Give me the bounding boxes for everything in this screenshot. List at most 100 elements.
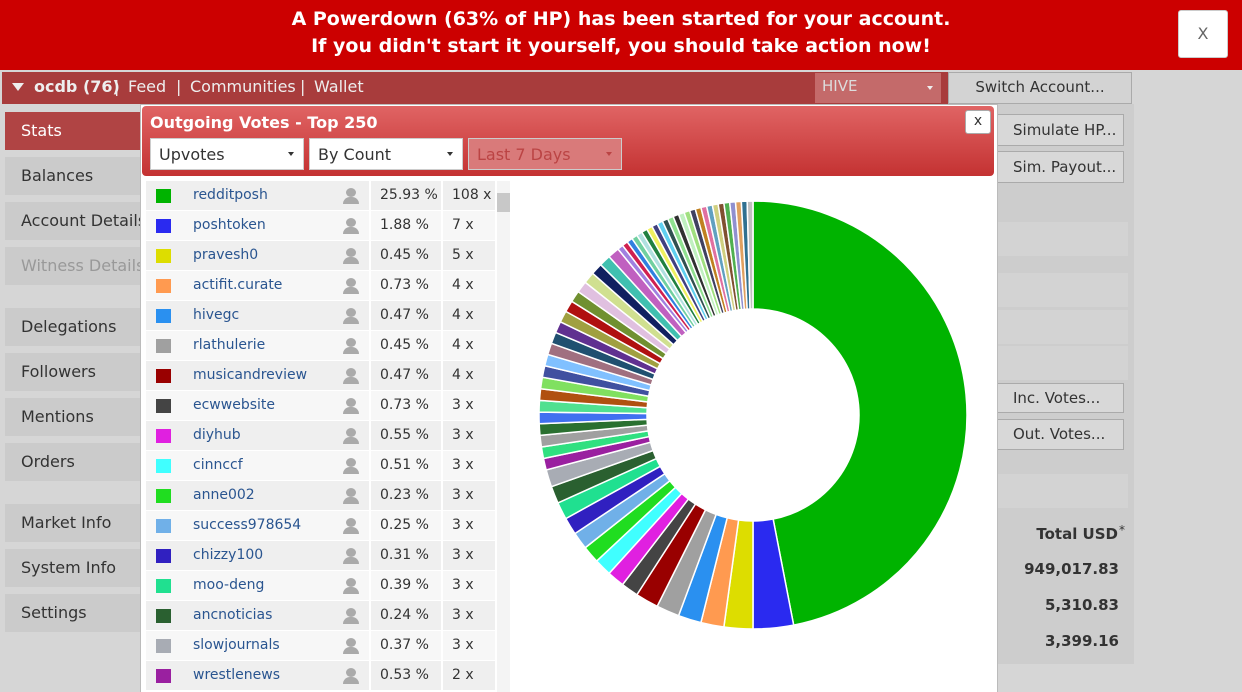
sidebar-item[interactable]: Account Details <box>5 202 146 240</box>
panel-button[interactable]: Out. Votes... <box>990 419 1124 450</box>
profile-icon-head[interactable] <box>346 578 356 587</box>
sidebar-item[interactable]: Followers <box>5 353 145 391</box>
percent: 0.55 % <box>371 421 441 450</box>
voter-name[interactable]: musicandreview <box>184 361 369 390</box>
sidebar-item[interactable]: Orders <box>5 443 145 481</box>
percent: 0.45 % <box>371 331 441 360</box>
currency-select[interactable]: HIVE <box>815 73 941 103</box>
banner-line: If you didn't start it yourself, you sho… <box>311 35 931 57</box>
panel-row <box>998 222 1128 256</box>
voter-name[interactable]: success978654 <box>184 511 369 540</box>
percent: 0.39 % <box>371 571 441 600</box>
profile-icon-head[interactable] <box>346 458 356 467</box>
sidebar-item[interactable]: Settings <box>5 594 145 632</box>
profile-icon-body <box>343 437 359 444</box>
voter-name[interactable]: wrestlenews <box>184 661 369 690</box>
voter-name[interactable]: chizzy100 <box>184 541 369 570</box>
modal-title: Outgoing Votes - Top 250 <box>150 113 378 132</box>
sidebar-item[interactable]: Delegations <box>5 308 145 346</box>
percent: 0.47 % <box>371 301 441 330</box>
voter-name[interactable]: diyhub <box>184 421 369 450</box>
profile-icon-head[interactable] <box>346 428 356 437</box>
voter-name[interactable]: ecwwebsite <box>184 391 369 420</box>
navbar <box>2 72 1132 104</box>
percent: 0.45 % <box>371 241 441 270</box>
panel-button[interactable]: Inc. Votes... <box>990 383 1124 413</box>
profile-icon-head[interactable] <box>346 278 356 287</box>
voter-name[interactable]: ancnoticias <box>184 601 369 630</box>
color-swatch <box>156 189 171 203</box>
color-swatch <box>156 489 171 503</box>
voter-name[interactable]: poshtoken <box>184 211 369 240</box>
filter-select[interactable]: By Count <box>309 138 463 170</box>
profile-icon-head[interactable] <box>346 188 356 197</box>
close-button[interactable]: X <box>1178 10 1228 58</box>
switch-account-button[interactable]: Switch Account... <box>948 72 1132 104</box>
profile-icon-head[interactable] <box>346 248 356 257</box>
count: 3 x <box>443 421 495 450</box>
sidebar-item[interactable]: Market Info <box>5 504 145 542</box>
nav-toggle[interactable] <box>12 83 24 91</box>
voter-name[interactable]: pravesh0 <box>184 241 369 270</box>
voter-name[interactable]: moo-deng <box>184 571 369 600</box>
filter-select[interactable]: Upvotes <box>150 138 304 170</box>
profile-icon-body <box>343 407 359 414</box>
profile-icon-body <box>343 317 359 324</box>
profile-icon-head[interactable] <box>346 308 356 317</box>
percent: 1.88 % <box>371 211 441 240</box>
voter-name[interactable]: cinnccf <box>184 451 369 480</box>
profile-icon-head[interactable] <box>346 338 356 347</box>
profile-icon-head[interactable] <box>346 608 356 617</box>
profile-icon-head[interactable] <box>346 548 356 557</box>
profile-icon-head[interactable] <box>346 218 356 227</box>
count: 3 x <box>443 631 495 660</box>
filter-select: Last 7 Days <box>468 138 622 170</box>
percent: 25.93 % <box>371 181 441 210</box>
count: 3 x <box>443 571 495 600</box>
voter-name[interactable]: slowjournals <box>184 631 369 660</box>
color-swatch <box>156 549 171 563</box>
voter-name[interactable]: hivegc <box>184 301 369 330</box>
voter-name[interactable]: actifit.curate <box>184 271 369 300</box>
profile-icon-body <box>343 497 359 504</box>
profile-icon-body <box>343 377 359 384</box>
profile-icon-body <box>343 617 359 624</box>
sidebar-item[interactable]: Balances <box>5 157 145 195</box>
account-link[interactable]: ocdb (76) <box>34 77 120 96</box>
nav-link[interactable]: Wallet <box>314 77 364 96</box>
scrollbar <box>497 181 510 692</box>
count: 2 x <box>443 661 495 690</box>
profile-icon-head[interactable] <box>346 668 356 677</box>
profile-icon-body <box>343 527 359 534</box>
profile-icon-body <box>343 677 359 684</box>
count: 3 x <box>443 511 495 540</box>
profile-icon-head[interactable] <box>346 398 356 407</box>
color-swatch <box>156 459 171 473</box>
panel-row <box>998 474 1128 508</box>
voter-name[interactable]: redditposh <box>184 181 369 210</box>
color-swatch <box>156 429 171 443</box>
sidebar-item[interactable]: System Info <box>5 549 145 587</box>
percent: 0.31 % <box>371 541 441 570</box>
profile-icon-head[interactable] <box>346 488 356 497</box>
scrollbar-thumb[interactable] <box>497 193 510 212</box>
total-value: 3,399.16 <box>1044 632 1119 650</box>
percent: 0.51 % <box>371 451 441 480</box>
count: 5 x <box>443 241 495 270</box>
profile-icon-body <box>343 197 359 204</box>
count: 4 x <box>443 301 495 330</box>
voter-name[interactable]: rlathulerie <box>184 331 369 360</box>
panel-button[interactable]: Sim. Payout... <box>990 151 1124 183</box>
profile-icon-head[interactable] <box>346 518 356 527</box>
modal-close[interactable]: x <box>965 110 991 134</box>
dropdown-arrow <box>447 152 453 156</box>
profile-icon-head[interactable] <box>346 368 356 377</box>
nav-link[interactable]: Feed <box>128 77 167 96</box>
sidebar-item[interactable]: Stats <box>5 112 145 150</box>
sidebar-item[interactable]: Mentions <box>5 398 145 436</box>
nav-link[interactable]: Communities <box>190 77 296 96</box>
profile-icon-head[interactable] <box>346 638 356 647</box>
voter-name[interactable]: anne002 <box>184 481 369 510</box>
panel-button[interactable]: Simulate HP... <box>990 114 1124 146</box>
